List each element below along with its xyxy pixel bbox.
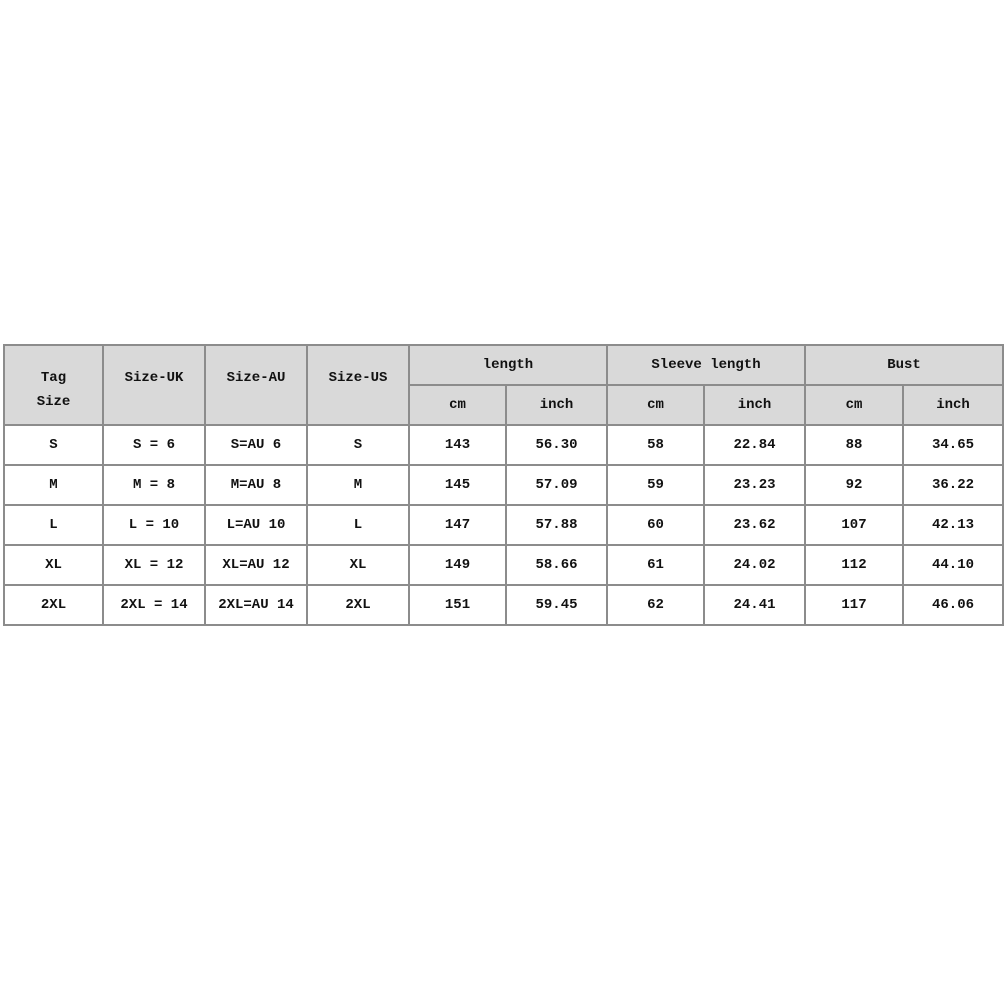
table-cell: L=AU 10	[204, 504, 308, 546]
table-cell: 145	[408, 464, 507, 506]
header-size-au: Size-AU	[204, 344, 308, 426]
table-cell: 2XL	[3, 584, 104, 626]
table-cell: 22.84	[703, 424, 806, 466]
table-cell: 2XL	[306, 584, 410, 626]
table-cell: S = 6	[102, 424, 206, 466]
table-cell: 23.62	[703, 504, 806, 546]
header-unit-cm: cm	[804, 384, 904, 426]
table-row: XL XL = 12 XL=AU 12 XL 149 58.66 61 24.02 112 44.…	[3, 544, 1004, 586]
table-cell: 57.09	[505, 464, 608, 506]
table-cell: M	[306, 464, 410, 506]
header-unit-cm: cm	[606, 384, 705, 426]
table-cell: M = 8	[102, 464, 206, 506]
table-cell: 2XL=AU 14	[204, 584, 308, 626]
table-cell: 42.13	[902, 504, 1004, 546]
table-cell: 147	[408, 504, 507, 546]
header-bust: Bust	[804, 344, 1004, 386]
table-cell: 112	[804, 544, 904, 586]
table-cell: 62	[606, 584, 705, 626]
header-unit-cm: cm	[408, 384, 507, 426]
table-cell: 143	[408, 424, 507, 466]
header-length: length	[408, 344, 608, 386]
table-cell: M=AU 8	[204, 464, 308, 506]
table-cell: 58	[606, 424, 705, 466]
table-cell: 60	[606, 504, 705, 546]
table-cell: 44.10	[902, 544, 1004, 586]
table-cell: 61	[606, 544, 705, 586]
table-cell: 58.66	[505, 544, 608, 586]
header-unit-inch: inch	[703, 384, 806, 426]
table-row: 2XL 2XL = 14 2XL=AU 14 2XL 151 59.45 62 24.41 11…	[3, 584, 1004, 626]
table-cell: 24.41	[703, 584, 806, 626]
header-tag-size: Tag Size	[3, 344, 104, 426]
table-cell: 59.45	[505, 584, 608, 626]
table-cell: L	[306, 504, 410, 546]
table-cell: L	[3, 504, 104, 546]
table-cell: XL	[306, 544, 410, 586]
table-cell: 107	[804, 504, 904, 546]
table-cell: 24.02	[703, 544, 806, 586]
table-cell: M	[3, 464, 104, 506]
header-size-us: Size-US	[306, 344, 410, 426]
table-cell: L = 10	[102, 504, 206, 546]
table-cell: XL = 12	[102, 544, 206, 586]
table-cell: 23.23	[703, 464, 806, 506]
table-cell: 34.65	[902, 424, 1004, 466]
table-cell: 56.30	[505, 424, 608, 466]
table-cell: S=AU 6	[204, 424, 308, 466]
table-cell: XL=AU 12	[204, 544, 308, 586]
header-sleeve-length: Sleeve length	[606, 344, 806, 386]
header-unit-inch: inch	[505, 384, 608, 426]
table-cell: 36.22	[902, 464, 1004, 506]
table-cell: S	[306, 424, 410, 466]
table-cell: 57.88	[505, 504, 608, 546]
table-cell: 151	[408, 584, 507, 626]
table-cell: 46.06	[902, 584, 1004, 626]
table-cell: 117	[804, 584, 904, 626]
size-chart-table: Tag Size Size-UK Size-AU Size-US length …	[3, 344, 1004, 626]
table-cell: 92	[804, 464, 904, 506]
header-size-uk: Size-UK	[102, 344, 206, 426]
table-cell: 88	[804, 424, 904, 466]
table-cell: 2XL = 14	[102, 584, 206, 626]
table-cell: S	[3, 424, 104, 466]
table-cell: 59	[606, 464, 705, 506]
header-unit-inch: inch	[902, 384, 1004, 426]
table-cell: 149	[408, 544, 507, 586]
table-cell: XL	[3, 544, 104, 586]
